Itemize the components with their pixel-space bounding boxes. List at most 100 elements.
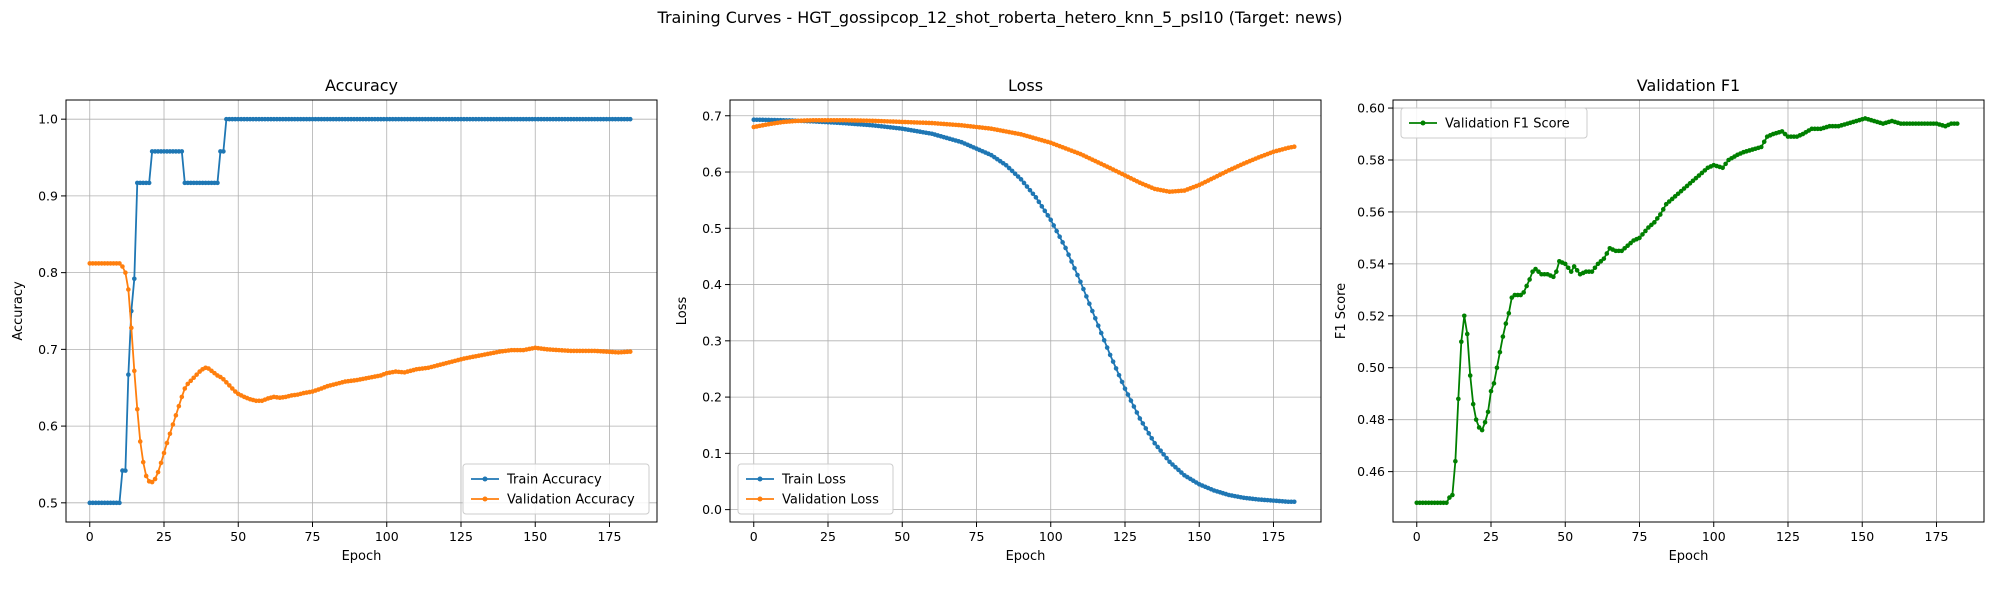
f1-xtick-label: 75 [1632,529,1648,544]
loss-series-train-loss-point [1170,462,1175,467]
accuracy-series-validation-accuracy-point [140,459,146,465]
f1-series-validation-f1-score-point [1690,178,1696,184]
accuracy-series-train-accuracy-point [215,180,220,186]
loss-series-train-loss-point [1075,272,1080,278]
f1-series-validation-f1-score-markers [1414,116,1960,506]
loss-series-train-loss-point [1030,191,1036,197]
loss-series-train-loss-point [1069,259,1074,264]
f1-series-validation-f1-score-point [1699,170,1705,176]
f1-series-validation-f1-score-point [1482,419,1488,425]
f1-ytick-label: 0.58 [1357,152,1385,167]
f1-title: Validation F1 [1637,76,1740,95]
accuracy-xtick-label: 100 [375,529,399,544]
f1-series-validation-f1-score-point [1524,283,1529,289]
f1-series-validation-f1-score-point [1649,222,1654,228]
loss-series-train-loss-point [1081,286,1086,292]
accuracy-series-validation-accuracy-point [152,476,158,482]
accuracy-series-train-accuracy-point [221,149,226,154]
f1-series-validation-f1-score-point [1506,310,1512,316]
accuracy-xtick-label: 175 [598,529,622,544]
accuracy-legend: Train Accuracy Validation Accuracy [462,463,650,515]
loss-series-train-loss-point [1137,416,1143,421]
accuracy-series-validation-accuracy-point [134,406,140,412]
f1-series-validation-f1-score-point [1562,261,1568,267]
f1-series-validation-f1-score-point [1687,181,1693,186]
accuracy-series-validation-accuracy-point [158,460,164,466]
f1-ytick-label: 0.60 [1357,101,1385,116]
accuracy-series-validation-accuracy-point [129,325,134,331]
f1-series-validation-f1-score-point [1554,269,1559,274]
loss-xtick-label: 50 [894,529,910,544]
f1-series-validation-f1-score-point [1758,144,1764,150]
accuracy-legend-box [462,463,650,515]
accuracy-series-validation-accuracy-point [137,439,143,444]
f1-series-validation-f1-score-point [1589,269,1595,274]
f1-series-validation-f1-score-point [1509,295,1515,300]
loss-series-train-loss-point [1122,386,1128,391]
loss-xtick-label: 75 [969,529,985,544]
loss-series-train-loss-point [1167,459,1172,465]
accuracy-series-validation-accuracy-point [182,386,188,391]
loss-xtick-label: 100 [1039,529,1063,544]
loss-series-train-loss-point [1164,455,1169,461]
f1-series-validation-f1-score-point [1565,265,1571,271]
loss-ytick-label: 0.4 [702,277,722,292]
loss-series-train-loss-point [1024,184,1030,189]
accuracy-series-validation-accuracy-point [179,394,185,400]
accuracy-ytick-label: 0.9 [38,188,58,203]
accuracy-series-validation-accuracy-point [221,376,226,382]
loss-series-train-loss-point [1155,444,1160,450]
f1-series-validation-f1-score-point [1447,495,1452,500]
loss-series-train-loss-point [1066,252,1071,258]
f1-series-validation-f1-score-point [1696,173,1702,178]
accuracy-series-validation-accuracy-point [132,368,137,374]
loss-ytick-label: 0.5 [702,221,722,236]
f1-ytick-label: 0.54 [1357,256,1385,271]
f1-xtick-label: 0 [1413,529,1421,544]
f1-xtick-label: 25 [1483,529,1499,544]
loss-series-train-loss-point [1161,452,1166,457]
loss-ytick-label: 0.3 [702,333,722,348]
f1-xtick-label: 100 [1702,529,1726,544]
loss-series-train-loss-point [1051,223,1057,228]
loss-series-train-loss-point [1009,168,1015,174]
loss-series-train-loss-point [1048,217,1054,223]
f1-series-validation-f1-score-point [1678,188,1684,194]
accuracy-series-train-accuracy-point [123,468,128,473]
accuracy-series-validation-accuracy-point [149,479,155,485]
loss-xtick-label: 150 [1187,529,1211,544]
loss-xtick-label: 0 [750,529,758,544]
accuracy-series-validation-accuracy-point [627,349,633,354]
accuracy-series-train-accuracy-point [132,276,137,282]
loss-legend-marker [757,496,763,502]
f1-series-validation-f1-score-point [1571,264,1577,269]
loss-series-train-loss-point [1078,279,1083,285]
f1-series-validation-f1-score-point [1497,349,1503,355]
accuracy-series-validation-accuracy-point [161,450,167,456]
f1-series-validation-f1-score-point [1461,313,1467,319]
f1-series-validation-f1-score-point [1646,225,1651,230]
f1-series-validation-f1-score-point [1702,168,1708,173]
loss-series-train-loss-point [1084,294,1089,299]
f1-series-validation-f1-score-line [1416,117,1958,504]
f1-xtick-label: 175 [1925,529,1949,544]
loss-series-train-loss-point [1021,180,1027,186]
f1-series-validation-f1-score-point [1533,266,1538,272]
loss-xlabel: Epoch [1006,549,1046,564]
f1-series-validation-f1-score-point [1663,201,1669,207]
f1-series-validation-f1-score-point [1684,183,1690,189]
f1-xtick-label: 50 [1557,529,1573,544]
loss-series-train-loss-markers [751,117,1297,505]
loss-series-train-loss-point [1110,359,1116,364]
f1-series-validation-f1-score-point [1761,139,1767,145]
loss-legend-box [737,463,894,515]
accuracy-ytick-label: 0.6 [38,419,58,434]
f1-series-validation-f1-score-point [1657,212,1663,217]
loss-legend-marker [757,476,763,482]
loss-series-train-loss-point [1128,398,1134,403]
loss-series-train-loss-point [1018,177,1024,182]
f1-series-validation-f1-score-point [1640,232,1645,237]
